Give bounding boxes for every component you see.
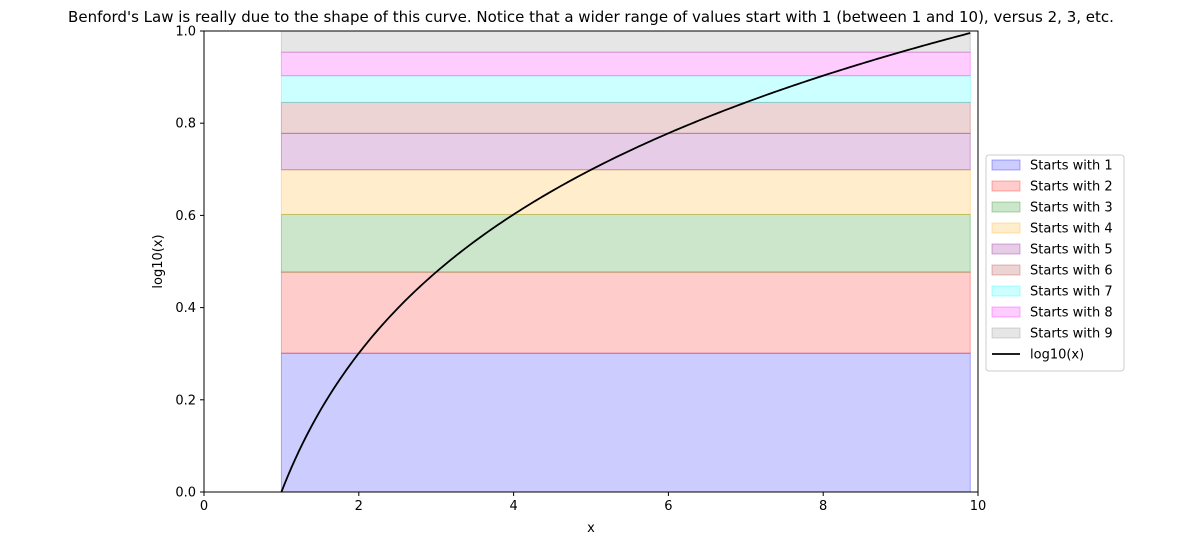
y-tick-label: 0.4 (175, 301, 196, 316)
legend-swatch (991, 306, 1021, 318)
legend: Starts with 1 Starts with 2 Starts with 3 S… (985, 154, 1125, 372)
legend-swatch (991, 201, 1021, 213)
legend-label: Starts with 2 (1030, 180, 1113, 195)
x-tick-label: 0 (200, 499, 208, 514)
band-starts-with-1 (280, 352, 971, 493)
legend-label: Starts with 6 (1030, 264, 1113, 279)
legend-label: log10(x) (1030, 348, 1084, 363)
legend-label: Starts with 7 (1030, 285, 1113, 300)
chart-title: Benford's Law is really due to the shape… (68, 8, 1114, 26)
series-line-log10 (280, 32, 971, 493)
legend-swatch (991, 222, 1021, 234)
y-axis-label: log10(x) (151, 234, 166, 288)
band-starts-with-3 (280, 213, 971, 273)
band-starts-with-9 (280, 30, 971, 53)
legend-label: Starts with 3 (1030, 201, 1113, 216)
y-tick-label: 0.6 (175, 209, 196, 224)
y-tick-label: 0.8 (175, 117, 196, 132)
x-axis-label: x (587, 521, 595, 536)
legend-label: Starts with 1 (1030, 159, 1113, 174)
y-ticks: 0.0 0.2 0.4 0.6 0.8 1.0 (175, 25, 204, 501)
legend-label: Starts with 4 (1030, 222, 1113, 237)
bands-layer (280, 30, 971, 493)
legend-box (985, 154, 1125, 372)
x-ticks: 0 2 4 6 8 10 (200, 492, 986, 514)
legend-swatch (991, 159, 1021, 171)
band-starts-with-2 (280, 271, 971, 354)
legend-swatch (991, 243, 1021, 255)
band-starts-with-7 (280, 75, 971, 103)
line-layer (280, 32, 971, 493)
band-starts-with-4 (280, 169, 971, 215)
band-starts-with-8 (280, 51, 971, 77)
axes-frame (203, 30, 979, 493)
y-tick-label: 1.0 (175, 25, 196, 40)
legend-label: Starts with 8 (1030, 306, 1113, 321)
x-tick-label: 8 (819, 499, 827, 514)
x-tick-label: 4 (509, 499, 517, 514)
legend-label: Starts with 9 (1030, 327, 1113, 342)
legend-swatch (991, 285, 1021, 297)
band-starts-with-6 (280, 101, 971, 134)
legend-swatch (991, 264, 1021, 276)
y-tick-label: 0.0 (175, 486, 196, 501)
y-tick-label: 0.2 (175, 393, 196, 408)
legend-label: Starts with 5 (1030, 243, 1113, 258)
legend-swatch (991, 180, 1021, 192)
legend-swatch (991, 327, 1021, 339)
x-tick-label: 6 (664, 499, 672, 514)
x-tick-label: 10 (970, 499, 987, 514)
x-tick-label: 2 (355, 499, 363, 514)
